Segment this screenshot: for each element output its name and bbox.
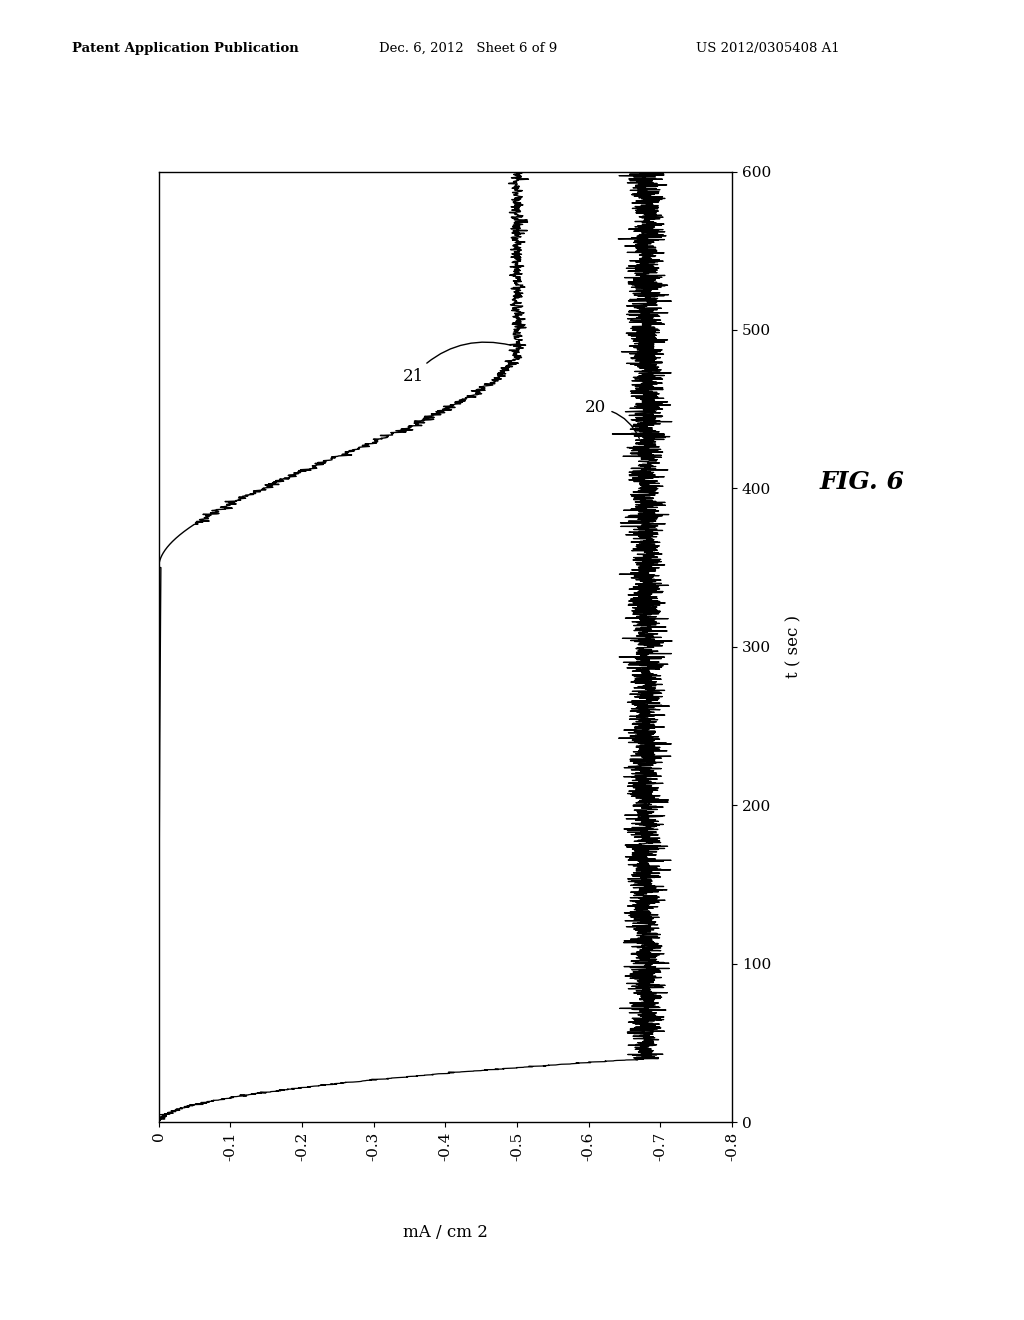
Text: 20: 20 [586, 400, 639, 438]
Text: US 2012/0305408 A1: US 2012/0305408 A1 [696, 42, 840, 55]
Text: Patent Application Publication: Patent Application Publication [72, 42, 298, 55]
Text: FIG. 6: FIG. 6 [819, 470, 904, 494]
Text: 21: 21 [402, 342, 511, 384]
Y-axis label: t ( sec ): t ( sec ) [785, 615, 802, 678]
X-axis label: mA / cm 2: mA / cm 2 [403, 1224, 487, 1241]
Text: Dec. 6, 2012   Sheet 6 of 9: Dec. 6, 2012 Sheet 6 of 9 [379, 42, 557, 55]
